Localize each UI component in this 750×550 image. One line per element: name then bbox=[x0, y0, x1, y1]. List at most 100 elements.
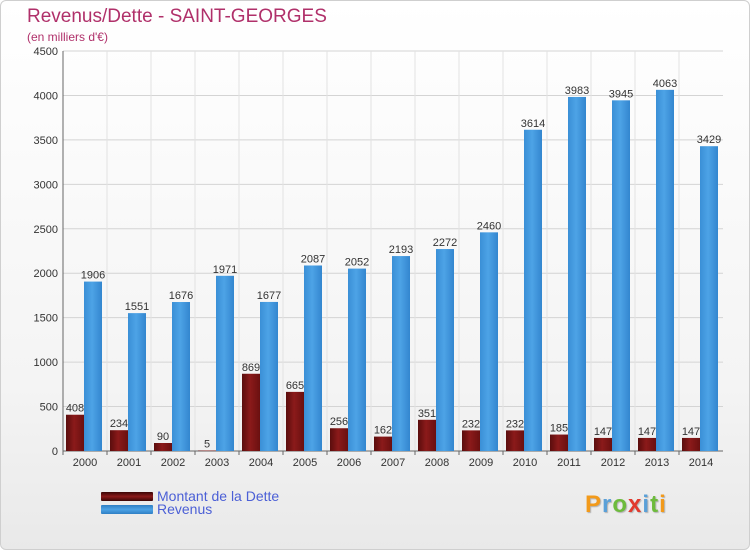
data-label-revenue: 3983 bbox=[565, 85, 589, 97]
chart-subtitle: (en milliers d'€) bbox=[27, 30, 108, 44]
y-tick-label: 3500 bbox=[34, 135, 58, 147]
bar-debt bbox=[66, 414, 84, 451]
x-tick-label: 2009 bbox=[469, 457, 493, 469]
data-label-revenue: 1551 bbox=[125, 301, 149, 313]
x-tick-label: 2014 bbox=[689, 457, 713, 469]
data-label-revenue: 1906 bbox=[81, 270, 105, 282]
logo-letter: P bbox=[585, 491, 603, 518]
bar-revenue bbox=[700, 146, 718, 451]
bar-revenue bbox=[480, 232, 498, 451]
bar-debt bbox=[418, 419, 436, 451]
x-tick-label: 2008 bbox=[425, 457, 449, 469]
x-tick-label: 2004 bbox=[249, 457, 273, 469]
x-tick-label: 2000 bbox=[73, 457, 97, 469]
x-tick-label: 2003 bbox=[205, 457, 229, 469]
data-label-revenue: 4063 bbox=[653, 78, 677, 90]
logo-letter: i bbox=[642, 491, 651, 518]
bar-debt bbox=[242, 373, 260, 451]
legend-swatch-debt bbox=[101, 491, 153, 501]
bar-revenue bbox=[436, 249, 454, 451]
bar-debt bbox=[638, 437, 656, 451]
bar-revenue bbox=[612, 100, 630, 451]
x-tick-label: 2005 bbox=[293, 457, 317, 469]
data-label-debt: 256 bbox=[330, 416, 348, 428]
bar-revenue bbox=[392, 256, 410, 451]
bar-revenue bbox=[128, 313, 146, 451]
x-tick-label: 2011 bbox=[557, 457, 581, 469]
y-tick-label: 2000 bbox=[34, 268, 58, 280]
data-label-debt: 147 bbox=[682, 426, 700, 438]
x-tick-label: 2002 bbox=[161, 457, 185, 469]
data-label-revenue: 3945 bbox=[609, 88, 633, 100]
axes: 0 500 1000 1500 2000 2500 3000 3500 4000 4500 2000… bbox=[34, 46, 723, 469]
bars bbox=[66, 89, 718, 452]
data-label-debt: 5 bbox=[204, 439, 210, 451]
y-tick-label: 1500 bbox=[34, 313, 58, 325]
bar-debt bbox=[330, 428, 348, 451]
bar-revenue bbox=[348, 268, 366, 451]
data-label-debt: 232 bbox=[506, 418, 524, 430]
chart-title: Revenus/Dette - SAINT-GEORGES bbox=[27, 6, 327, 27]
bar-debt bbox=[550, 434, 568, 451]
bar-debt bbox=[374, 436, 392, 451]
proxiti-logo: Proxiti bbox=[585, 491, 667, 519]
y-tick-label: 2500 bbox=[34, 224, 58, 236]
data-label-debt: 869 bbox=[242, 362, 260, 374]
data-label-debt: 234 bbox=[110, 418, 128, 430]
data-labels: 408 1906 234 1551 90 1676 5 1971 869 1677 665 2087 2… bbox=[66, 78, 721, 451]
x-tick-label: 2007 bbox=[381, 457, 405, 469]
bar-debt bbox=[462, 430, 480, 451]
bar-debt bbox=[198, 450, 216, 452]
bar-revenue bbox=[260, 301, 278, 451]
data-label-debt: 162 bbox=[374, 425, 392, 437]
logo-letter: x bbox=[628, 491, 643, 518]
logo-letter: i bbox=[659, 491, 667, 518]
legend-swatch-revenue bbox=[101, 504, 153, 514]
logo-letter: r bbox=[602, 491, 613, 518]
x-tick-label: 2012 bbox=[601, 457, 625, 469]
y-tick-label: 1000 bbox=[34, 357, 58, 369]
data-label-debt: 665 bbox=[286, 380, 304, 392]
data-label-debt: 408 bbox=[66, 403, 84, 415]
data-label-revenue: 1971 bbox=[213, 264, 237, 276]
data-label-debt: 185 bbox=[550, 423, 568, 435]
logo-letter: o bbox=[612, 491, 629, 518]
bar-debt bbox=[506, 430, 524, 451]
bar-revenue bbox=[172, 302, 190, 451]
data-label-revenue: 3429 bbox=[697, 134, 721, 146]
bar-debt bbox=[286, 391, 304, 451]
y-tick-label: 3000 bbox=[34, 179, 58, 191]
bar-debt bbox=[154, 443, 172, 451]
data-label-revenue: 2087 bbox=[301, 253, 325, 265]
data-label-debt: 147 bbox=[638, 426, 656, 438]
bar-revenue bbox=[656, 89, 674, 451]
y-tick-label: 500 bbox=[40, 402, 58, 414]
x-tick-label: 2013 bbox=[645, 457, 669, 469]
bar-debt bbox=[682, 437, 700, 451]
x-tick-label: 2001 bbox=[117, 457, 141, 469]
legend-label-debt: Montant de la Dette bbox=[157, 488, 280, 504]
data-label-revenue: 1676 bbox=[169, 290, 193, 302]
y-tick-label: 4000 bbox=[34, 90, 58, 102]
data-label-debt: 232 bbox=[462, 418, 480, 430]
legend-label-revenue: Revenus bbox=[157, 501, 213, 517]
bar-debt bbox=[594, 437, 612, 451]
data-label-debt: 147 bbox=[594, 426, 612, 438]
data-label-revenue: 3614 bbox=[521, 118, 545, 130]
data-label-revenue: 2272 bbox=[433, 237, 457, 249]
legend-item-debt: Montant de la Dette bbox=[101, 488, 279, 504]
legend-item-revenue: Revenus bbox=[101, 501, 212, 517]
y-tick-label: 0 bbox=[52, 446, 58, 458]
data-label-debt: 351 bbox=[418, 408, 436, 420]
data-label-revenue: 1677 bbox=[257, 290, 281, 302]
x-tick-label: 2010 bbox=[513, 457, 537, 469]
y-tick-label: 4500 bbox=[34, 46, 58, 58]
bar-revenue bbox=[304, 265, 322, 451]
bar-revenue bbox=[568, 96, 586, 451]
data-label-revenue: 2193 bbox=[389, 244, 413, 256]
bar-revenue bbox=[524, 129, 542, 451]
logo-letter: t bbox=[650, 491, 660, 518]
data-label-revenue: 2460 bbox=[477, 220, 501, 232]
